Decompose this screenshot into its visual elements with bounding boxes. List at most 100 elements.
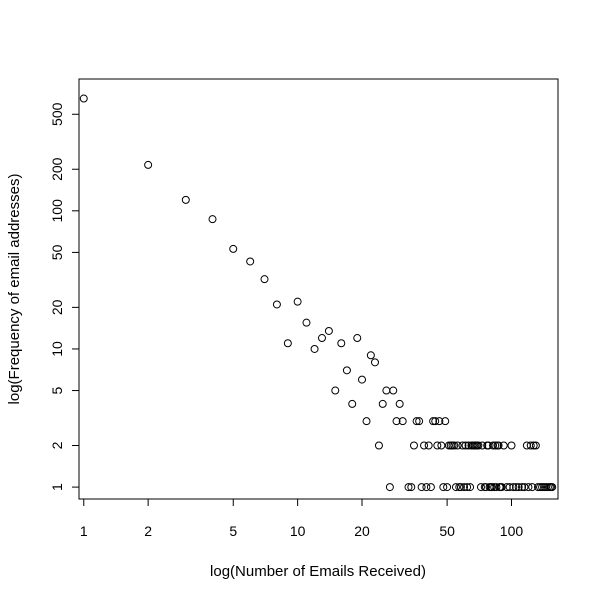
data-point [358, 375, 367, 384]
data-point [412, 417, 421, 426]
y-tick-label: 50 [49, 244, 65, 260]
y-axis-title: log(Frequency of email addresses) [6, 174, 23, 405]
y-tick-label: 200 [49, 157, 65, 181]
data-point [524, 483, 533, 492]
x-tick-label: 5 [229, 523, 237, 539]
data-point [536, 483, 545, 492]
data-point [392, 417, 401, 426]
data-point [499, 441, 508, 450]
data-point [420, 441, 429, 450]
data-point [538, 483, 547, 492]
data-point [422, 483, 431, 492]
data-point [283, 339, 292, 348]
data-point [529, 441, 538, 450]
y-tick-label: 10 [49, 341, 65, 357]
data-point [382, 386, 391, 395]
data-point [229, 244, 238, 253]
data-point [466, 483, 475, 492]
y-tick-label: 1 [49, 483, 65, 491]
data-point [509, 483, 518, 492]
data-point [370, 358, 379, 367]
data-point [441, 417, 450, 426]
data-point [272, 300, 281, 309]
data-point [531, 441, 540, 450]
data-point [458, 441, 467, 450]
data-point [435, 417, 444, 426]
data-point [512, 483, 521, 492]
data-point [246, 257, 255, 266]
data-point [494, 441, 503, 450]
data-point [429, 417, 438, 426]
data-point [362, 417, 371, 426]
x-axis-title: log(Number of Emails Received) [210, 563, 426, 580]
y-tick-label: 5 [49, 386, 65, 394]
data-point [492, 483, 501, 492]
data-point [389, 386, 398, 395]
data-point [478, 441, 487, 450]
data-point [353, 334, 362, 343]
y-tick-label: 20 [49, 299, 65, 315]
data-point [443, 483, 452, 492]
data-point [533, 483, 542, 492]
data-point [497, 483, 506, 492]
data-point [144, 160, 153, 169]
x-tick-label: 10 [290, 523, 306, 539]
data-point [437, 441, 446, 450]
data-point [398, 417, 407, 426]
data-point [404, 483, 413, 492]
data-point [453, 441, 462, 450]
data-point [310, 344, 319, 353]
data-point [181, 195, 190, 204]
data-point [490, 483, 499, 492]
data-point [366, 351, 375, 360]
y-tick-label: 100 [49, 199, 65, 223]
data-points [79, 94, 557, 492]
data-point [260, 275, 269, 284]
data-point [528, 483, 537, 492]
data-point [424, 441, 433, 450]
data-point [450, 441, 459, 450]
data-point [293, 297, 302, 306]
data-point [417, 483, 426, 492]
data-point [337, 339, 346, 348]
data-point [491, 441, 500, 450]
data-point [548, 483, 557, 492]
x-axis: 1 2 5 10 20 50 100 [80, 498, 524, 539]
data-point [481, 483, 490, 492]
x-tick-label: 20 [354, 523, 370, 539]
x-tick-label: 1 [80, 523, 88, 539]
data-point [342, 366, 351, 375]
data-point [476, 483, 485, 492]
data-point [489, 441, 498, 450]
data-point [324, 326, 333, 335]
data-point [331, 386, 340, 395]
data-point [514, 483, 523, 492]
data-point [415, 417, 424, 426]
data-point [487, 483, 496, 492]
data-point [456, 483, 465, 492]
data-point [374, 441, 383, 450]
data-point [463, 483, 472, 492]
data-point [317, 334, 326, 343]
y-axis: 1 2 5 10 20 50 100 200 500 [49, 102, 80, 491]
plot-frame [78, 78, 559, 500]
y-tick-label: 2 [49, 441, 65, 449]
x-tick-label: 100 [500, 523, 524, 539]
data-point [385, 483, 394, 492]
data-point [474, 441, 483, 450]
data-point [426, 483, 435, 492]
data-point [431, 417, 440, 426]
data-point [460, 483, 469, 492]
data-point [520, 483, 529, 492]
data-point [208, 215, 217, 224]
y-tick-label: 500 [49, 102, 65, 126]
data-point [302, 318, 311, 327]
data-point [505, 483, 514, 492]
data-point [395, 399, 404, 408]
data-point [526, 441, 535, 450]
x-tick-label: 50 [439, 523, 455, 539]
data-point [433, 441, 442, 450]
data-point [407, 483, 416, 492]
data-point [378, 399, 387, 408]
